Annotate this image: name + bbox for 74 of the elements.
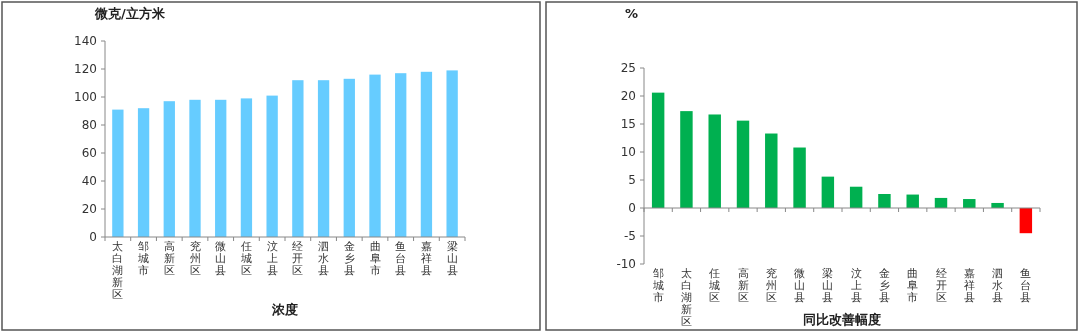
y-tick-label: 140 <box>74 34 97 48</box>
x-tick-label: 兖州区 <box>189 240 201 277</box>
bar <box>343 78 355 237</box>
bar <box>906 194 919 208</box>
x-tick-label: 任城区 <box>708 267 721 304</box>
x-tick-label: 鱼台县 <box>395 240 407 277</box>
y-tick-label: 40 <box>81 174 97 188</box>
y-tick-label: 20 <box>81 202 97 216</box>
y-axis-title: 微克/立方米 <box>94 6 166 21</box>
y-tick-label: 20 <box>620 89 636 103</box>
x-axis-title: 浓度 <box>271 302 298 317</box>
bar <box>189 99 201 237</box>
y-tick-label: -5 <box>624 229 636 243</box>
y-tick-label: 25 <box>620 61 636 75</box>
bar <box>1019 208 1033 234</box>
x-tick-label: 微山县 <box>794 267 806 304</box>
x-tick-label: 汶上县 <box>266 240 278 277</box>
bar <box>369 74 381 237</box>
bar <box>395 73 407 237</box>
x-tick-label: 曲阜市 <box>907 267 919 304</box>
bar <box>963 199 976 208</box>
y-tick-label: 120 <box>74 62 97 76</box>
x-tick-label: 嘉祥县 <box>420 240 432 277</box>
x-tick-label: 经开区 <box>292 240 304 277</box>
x-tick-label: 兖州区 <box>765 267 777 304</box>
y-tick-label: 15 <box>620 117 636 131</box>
bar <box>736 120 750 208</box>
x-tick-label: 汶上县 <box>850 267 862 304</box>
x-tick-label: 微山县 <box>215 240 227 277</box>
x-tick-label: 高新区 <box>737 267 749 304</box>
x-tick-label: 泗水县 <box>992 267 1004 304</box>
x-tick-label: 太白湖新区 <box>680 267 692 328</box>
x-tick-label: 邹城市 <box>651 267 664 304</box>
y-tick-label: 60 <box>81 146 97 160</box>
x-tick-label: 梁山县 <box>822 267 834 304</box>
x-tick-label: 金乡县 <box>343 240 355 277</box>
bar <box>680 111 693 208</box>
y-tick-label: -10 <box>616 257 636 271</box>
x-tick-label: 太白湖新区 <box>112 240 124 301</box>
y-tick-label: 0 <box>628 201 636 215</box>
bar <box>821 176 835 208</box>
x-tick-label: 嘉祥县 <box>963 267 975 304</box>
bar <box>446 70 458 237</box>
x-tick-label: 曲阜市 <box>369 240 381 277</box>
bar <box>163 101 175 237</box>
x-tick-label: 任城区 <box>239 240 252 277</box>
bar <box>849 186 863 208</box>
bar <box>878 194 891 208</box>
x-tick-label: 梁山县 <box>446 240 458 277</box>
x-tick-label: 泗水县 <box>318 240 330 277</box>
y-tick-label: 100 <box>74 90 97 104</box>
y-tick-label: 5 <box>628 173 636 187</box>
x-axis-title: 同比改善幅度 <box>803 312 881 327</box>
bar <box>240 98 253 237</box>
y-axis-title: % <box>625 6 639 21</box>
bar <box>793 147 806 208</box>
y-tick-label: 10 <box>620 145 636 159</box>
bar <box>292 80 304 237</box>
bar <box>317 80 330 237</box>
y-tick-label: 80 <box>81 118 97 132</box>
bar <box>215 99 227 237</box>
x-tick-label: 鱼台县 <box>1020 267 1032 304</box>
x-tick-label: 邹城市 <box>137 240 150 277</box>
bar <box>708 114 721 208</box>
bar <box>651 92 665 208</box>
x-tick-label: 高新区 <box>163 240 175 277</box>
bar <box>112 109 124 237</box>
x-tick-label: 经开区 <box>935 267 947 304</box>
bar <box>266 95 278 237</box>
bar <box>420 71 433 237</box>
bar <box>765 133 778 208</box>
bar <box>137 108 150 237</box>
x-tick-label: 金乡县 <box>878 267 890 304</box>
y-tick-label: 0 <box>89 230 97 244</box>
